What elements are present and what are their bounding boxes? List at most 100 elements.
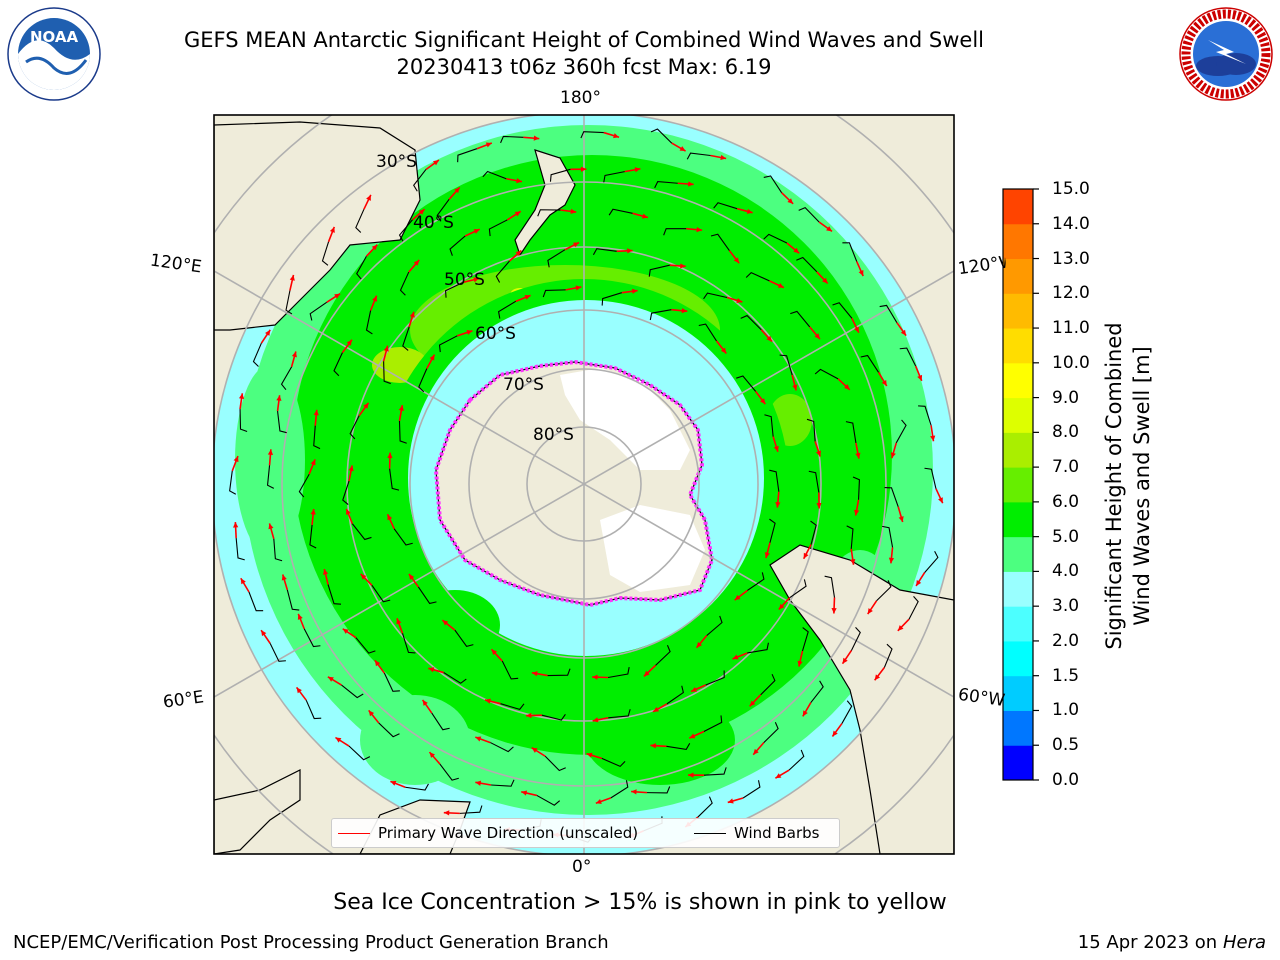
- legend-swatch-red: [338, 833, 370, 834]
- colorbar-segment: [1003, 536, 1033, 572]
- wave-direction-arrowhead: [736, 297, 743, 303]
- colorbar-tick-label: 0.0: [1052, 770, 1080, 790]
- wind-barb: [601, 757, 626, 768]
- wave-direction-arrowhead: [267, 449, 274, 455]
- wave-direction-arrowhead: [429, 752, 436, 758]
- wind-barb: [491, 779, 515, 787]
- colorbar-segment: [1003, 640, 1033, 677]
- wave-direction-arrowhead: [720, 347, 727, 354]
- wave-direction-arrowhead: [916, 580, 922, 586]
- wave-direction-arrowhead: [466, 329, 473, 335]
- wave-direction-arrowhead: [521, 790, 528, 796]
- wave-direction-arrowhead: [749, 700, 756, 707]
- wind-barb: [438, 335, 458, 353]
- colorbar-tick-label: 0.5: [1052, 735, 1080, 756]
- wave-direction-arrowhead: [803, 552, 809, 559]
- colorbar-segment: [1003, 710, 1033, 746]
- wind-barb: [500, 135, 524, 144]
- wind-barb: [769, 469, 780, 492]
- wave-direction-arrowhead: [310, 509, 316, 515]
- wind-barb: [355, 637, 376, 654]
- wave-direction-arrowhead: [514, 211, 521, 217]
- wave-direction-arrowhead: [613, 133, 620, 139]
- colorbar-segment: [1003, 432, 1033, 468]
- wind-barb: [248, 591, 264, 612]
- wave-direction-arrowhead: [360, 573, 367, 580]
- wave-direction-arrowhead: [773, 445, 779, 452]
- wave-direction-arrowhead: [580, 166, 587, 172]
- wave-direction-arrowhead: [890, 452, 896, 459]
- colorbar-label-line2: Wind Waves and Swell [m]: [1130, 346, 1154, 626]
- wind-barb: [333, 352, 343, 377]
- legend-label-wave-direction: Primary Wave Direction (unscaled): [378, 824, 639, 842]
- wind-barb: [488, 219, 508, 237]
- wind-barb: [436, 199, 450, 222]
- wind-barb: [355, 209, 365, 233]
- wind-barb: [650, 128, 673, 144]
- wind-barb: [846, 525, 854, 549]
- wave-direction-arrowhead: [643, 670, 650, 677]
- wind-barb: [398, 219, 413, 242]
- wave-direction-arrowhead: [346, 508, 351, 515]
- lat-label-40s: 40°S: [413, 213, 454, 233]
- wave-direction-arrowhead: [631, 288, 638, 294]
- wind-barb: [663, 228, 687, 236]
- wind-barb: [814, 368, 839, 380]
- wave-direction-arrowhead: [777, 283, 784, 288]
- colorbar-segment: [1003, 362, 1033, 399]
- wave-direction-arrowhead: [240, 578, 246, 585]
- wind-barb: [798, 206, 820, 223]
- wind-barb: [393, 528, 413, 546]
- colorbar-tick-label: 1.5: [1052, 665, 1080, 686]
- wave-direction-arrowhead: [888, 557, 895, 564]
- wind-barb: [321, 241, 330, 266]
- wind-barb: [705, 670, 725, 686]
- wind-barb: [796, 256, 818, 273]
- wave-direction-arrowhead: [233, 456, 239, 463]
- wind-barb: [779, 354, 793, 376]
- wind-barb: [647, 786, 671, 794]
- wind-barb: [457, 148, 478, 163]
- wind-barb: [313, 425, 321, 450]
- wave-direction-arrowhead: [688, 772, 694, 778]
- wind-barb: [882, 525, 894, 548]
- wave-direction-arrowhead: [413, 259, 420, 266]
- wind-barb: [482, 170, 507, 180]
- wind-barb: [608, 208, 633, 216]
- colorbar-tick-label: 11.0: [1052, 318, 1090, 339]
- wave-direction-arrowhead: [691, 686, 698, 692]
- wind-barb: [842, 242, 858, 262]
- footer-date: 15 Apr 2023 on Hera: [1078, 932, 1266, 953]
- wind-barb: [402, 633, 416, 654]
- wave-direction-arrowhead: [732, 654, 739, 660]
- wave-direction-arrowhead: [335, 737, 342, 743]
- wind-barbs: [229, 128, 939, 843]
- wind-barb: [747, 572, 765, 591]
- wind-barb: [883, 643, 893, 668]
- wave-direction-arrowhead: [442, 620, 449, 626]
- wave-direction-arrowhead: [233, 522, 239, 528]
- wind-barb: [704, 767, 727, 776]
- wave-direction-arrowhead: [653, 706, 660, 712]
- wave-direction-arrowhead: [689, 733, 696, 739]
- wind-barb: [895, 419, 907, 444]
- footer-date-text: 15 Apr 2023 on: [1077, 932, 1218, 953]
- wave-direction-arrowhead: [516, 178, 522, 184]
- colorbar-tick-label: 2.0: [1052, 630, 1080, 651]
- colorbar-axis-label: Significant Height of Combined Wind Wave…: [1100, 276, 1156, 696]
- wave-direction-arrowhead: [595, 798, 602, 804]
- legend-swatch-black: [694, 833, 726, 834]
- wind-barb: [399, 271, 410, 296]
- colorbar-segment: [1003, 675, 1033, 711]
- wave-direction-arrowhead: [814, 333, 820, 340]
- wind-barb: [860, 354, 879, 373]
- wind-barb: [348, 745, 371, 761]
- wind-barb: [608, 667, 630, 679]
- wind-barb: [832, 302, 853, 319]
- footer-credit: NCEP/EMC/Verification Post Processing Pr…: [13, 932, 609, 953]
- wave-direction-arrowhead: [422, 699, 428, 706]
- wave-direction-arrowhead: [681, 308, 688, 314]
- wind-barb: [763, 233, 788, 244]
- wave-direction-arrowhead: [938, 497, 943, 504]
- wave-direction-arrowhead: [826, 226, 833, 232]
